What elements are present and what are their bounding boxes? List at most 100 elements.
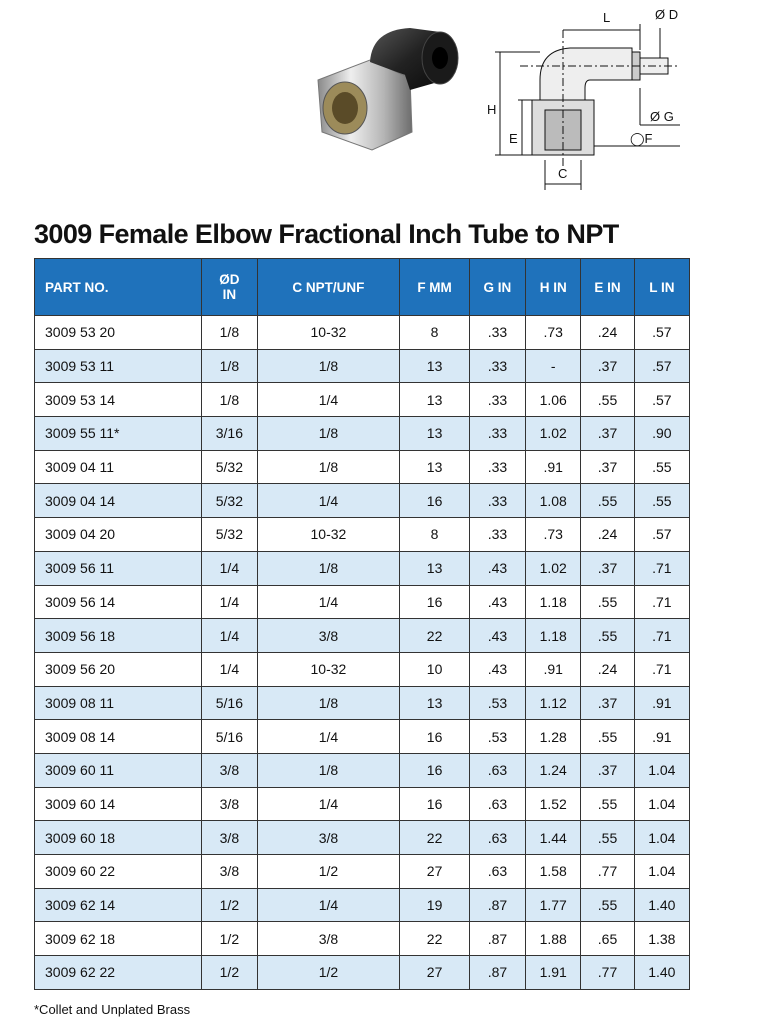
table-cell: 3009 56 11 [33,550,203,586]
table-cell: 16 [399,719,470,754]
table-row: 3009 53 14 1/8 1/4 13.33 1.06.55.57 [33,382,691,418]
table-cell: .57 [633,517,691,552]
column-header: L IN [633,258,691,316]
table-cell: .43 [468,618,527,653]
diagram-label: E [509,131,518,146]
table-cell: 27 [399,854,470,889]
table-cell: .57 [633,315,691,350]
table-cell: .55 [580,584,635,620]
table-cell: 1/8 [256,416,401,451]
table-cell: .55 [580,382,635,418]
table-cell: 19 [399,887,470,923]
table-cell: 3009 62 14 [33,887,203,923]
table-cell: 8 [399,517,470,552]
table-cell: 3009 53 20 [33,315,203,350]
table-row: 3009 53 11 1/8 1/8 13.33- .37.57 [33,348,691,384]
table-cell: 3/8 [256,820,401,855]
column-header: ØD IN [201,258,258,316]
table-cell: 3009 53 11 [33,348,203,384]
table-cell: .33 [468,416,527,451]
table-cell: .73 [525,517,582,552]
table-cell: 1/8 [201,315,258,350]
table-cell: .37 [580,550,635,586]
table-cell: 1/8 [256,752,401,788]
table-cell: .43 [468,550,527,586]
table-cell: 1/8 [256,550,401,586]
table-cell: 3009 08 11 [33,685,203,721]
table-cell: .33 [468,449,527,485]
table-cell: .43 [468,584,527,620]
table-cell: .55 [580,786,635,822]
table-cell: - [525,348,582,384]
table-cell: .33 [468,517,527,552]
table-cell: 1.40 [633,955,691,990]
table-cell: .63 [468,786,527,822]
product-photo [317,28,459,151]
table-row: 3009 08 14 5/16 1/4 16.53 1.28.55.91 [33,719,691,754]
table-cell: .24 [580,315,635,350]
table-cell: .77 [580,854,635,889]
table-cell: 1.02 [525,550,582,586]
table-cell: 1.91 [525,955,582,990]
table-cell: .37 [580,348,635,384]
footnote: *Collet and Unplated Brass [34,1002,191,1017]
table-cell: .77 [580,955,635,990]
table-cell: .73 [525,315,582,350]
diagram-label: L [603,10,610,25]
table-cell: .91 [525,651,582,687]
table-cell: 1.24 [525,752,582,788]
table-cell: 1.38 [633,921,691,957]
table-cell: 13 [399,348,470,384]
table-row: 3009 56 20 1/4 10-32 10.43.91.24.71 [33,651,691,687]
table-cell: 3/16 [201,416,258,451]
table-cell: 13 [399,550,470,586]
table-cell: 1.12 [525,685,582,721]
table-cell: .24 [580,517,635,552]
table-cell: 3009 04 20 [33,517,203,552]
table-cell: 1/4 [256,786,401,822]
table-cell: .91 [633,685,691,721]
table-cell: 3009 62 18 [33,921,203,957]
table-cell: .33 [468,382,527,418]
column-header: E IN [580,258,635,316]
table-row: 3009 62 14 1/2 1/4 19.87 1.77.55 1.40 [33,887,691,923]
table-cell: 5/32 [201,517,258,552]
table-cell: 5/16 [201,719,258,754]
table-cell: 1/8 [201,348,258,384]
table-cell: 3009 04 11 [33,449,203,485]
table-cell: 1/4 [256,382,401,418]
table-row: 3009 56 11 1/4 1/8 13.43 1.02.37.71 [33,550,691,586]
header-row: PART NO. ØD IN C NPT/UNF F MM G IN H IN E IN L … [33,258,691,316]
table-cell: .71 [633,618,691,653]
diagram-label: Ø G [650,109,674,124]
column-header: G IN [468,258,527,316]
table-row: 3009 04 14 5/32 1/4 16.33 1.08.55.55 [33,483,691,519]
table-cell: .55 [580,483,635,519]
table-cell: 1/4 [256,719,401,754]
table-cell: 27 [399,955,470,990]
table-cell: 3/8 [256,618,401,653]
table-cell: 3009 04 14 [33,483,203,519]
table-cell: 1/2 [256,955,401,990]
table-cell: 13 [399,382,470,418]
table-cell: .37 [580,449,635,485]
table-cell: 1/4 [201,550,258,586]
table-cell: .24 [580,651,635,687]
table-cell: .55 [580,887,635,923]
table-cell: 3009 55 11* [33,416,203,451]
table-cell: 1/4 [256,887,401,923]
table-cell: 1.04 [633,820,691,855]
table-row: 3009 60 14 3/8 1/4 16.63 1.52.55 1.04 [33,786,691,822]
table-cell: .55 [580,820,635,855]
table-cell: 1.06 [525,382,582,418]
table-cell: 3009 08 14 [33,719,203,754]
column-header: PART NO. [33,258,203,316]
table-cell: 1/4 [256,483,401,519]
table-cell: .91 [633,719,691,754]
spec-table: PART NO. ØD IN C NPT/UNF F MM G IN H IN E IN L … [33,258,691,990]
table-cell: 1.40 [633,887,691,923]
table-cell: .55 [580,719,635,754]
table-cell: .53 [468,685,527,721]
table-cell: 1/4 [201,651,258,687]
diagram-label: C [558,166,567,181]
